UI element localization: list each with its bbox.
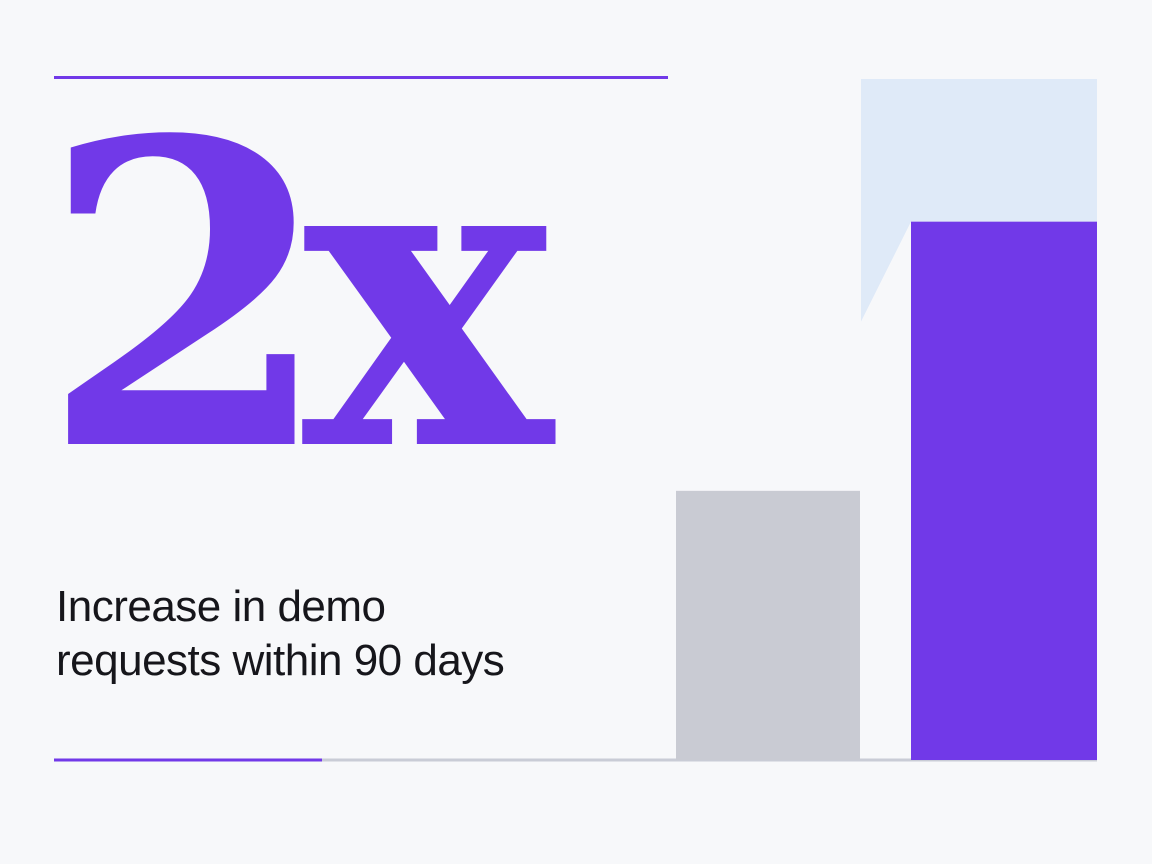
caption-line-1: Increase in demo: [56, 582, 386, 631]
top-accent-rule: [54, 76, 668, 79]
headline-caption: Increase in demo requests within 90 days: [56, 580, 656, 688]
bar-2: [911, 221, 1097, 760]
headline-stat: 2x: [40, 51, 553, 544]
bar-1: [676, 490, 860, 760]
highlight-area: [861, 79, 1097, 322]
caption-line-2: requests within 90 days: [56, 636, 505, 685]
